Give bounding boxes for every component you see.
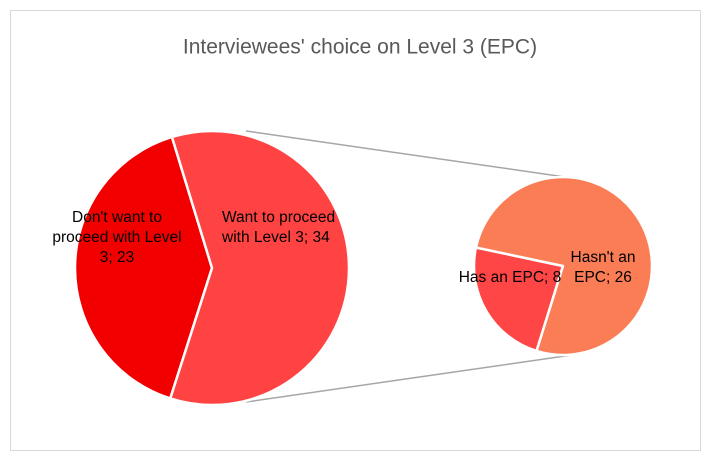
pie-slice: [169, 129, 351, 407]
pie-slice: [73, 135, 214, 400]
connector: [245, 130, 573, 179]
chart-title: Interviewees' choice on Level 3 (EPC): [183, 36, 537, 59]
connector: [245, 354, 573, 403]
data-label: Don't want to proceed with Level 3; 23: [52, 209, 182, 266]
data-label: Want to proceed with Level 3; 34: [222, 209, 336, 246]
pie-slice: [474, 175, 654, 357]
data-label: Hasn't an EPC; 26: [570, 249, 636, 286]
pie-slice: [472, 246, 565, 353]
data-label: Has an EPC; 8: [458, 269, 562, 286]
